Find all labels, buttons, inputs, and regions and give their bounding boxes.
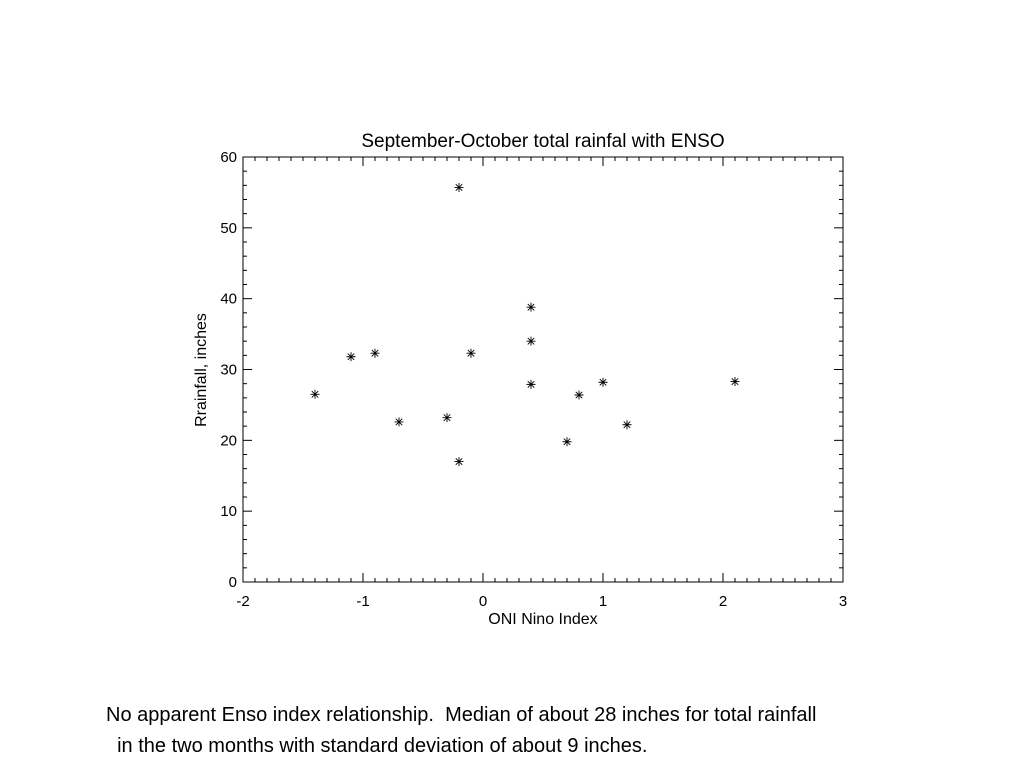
data-point <box>622 420 632 430</box>
x-axis-label: ONI Nino Index <box>488 611 597 628</box>
x-tick-label: 3 <box>839 593 847 610</box>
asterisk-marker <box>466 348 476 358</box>
y-tick-label: 0 <box>229 574 237 591</box>
data-point <box>574 390 584 400</box>
asterisk-marker <box>394 417 404 427</box>
asterisk-marker <box>730 377 740 387</box>
y-tick-label: 20 <box>220 432 237 449</box>
x-tick-label: 1 <box>599 593 607 610</box>
data-point <box>394 417 404 427</box>
caption: No apparent Enso index relationship. Med… <box>106 700 986 762</box>
data-point <box>526 336 536 346</box>
scatter-chart: September-October total rainfal with ENS… <box>193 131 847 628</box>
data-point <box>370 348 380 358</box>
x-tick-label: -1 <box>356 593 369 610</box>
caption-line-1: No apparent Enso index relationship. Med… <box>106 704 817 726</box>
asterisk-marker <box>526 336 536 346</box>
y-tick-label: 10 <box>220 503 237 520</box>
chart-title: September-October total rainfal with ENS… <box>361 131 724 152</box>
y-axis-label: Rrainfall, inches <box>193 313 210 427</box>
asterisk-marker <box>310 389 320 399</box>
asterisk-marker <box>526 379 536 389</box>
data-point <box>730 377 740 387</box>
asterisk-marker <box>526 302 536 312</box>
x-tick-label: -2 <box>236 593 249 610</box>
asterisk-marker <box>622 420 632 430</box>
asterisk-marker <box>598 377 608 387</box>
data-point <box>526 379 536 389</box>
y-tick-label: 30 <box>220 362 237 379</box>
data-point <box>454 182 464 192</box>
y-tick-label: 40 <box>220 291 237 308</box>
data-points <box>310 182 740 467</box>
data-point <box>346 352 356 362</box>
data-point <box>442 413 452 423</box>
asterisk-marker <box>370 348 380 358</box>
asterisk-marker <box>562 437 572 447</box>
y-tick-label: 50 <box>220 220 237 237</box>
plot-frame <box>242 156 844 583</box>
asterisk-marker <box>454 182 464 192</box>
y-tick-label: 60 <box>220 149 237 166</box>
data-point <box>562 437 572 447</box>
asterisk-marker <box>442 413 452 423</box>
data-point <box>466 348 476 358</box>
caption-line-2: in the two months with standard deviatio… <box>106 735 648 757</box>
data-point <box>310 389 320 399</box>
data-point <box>454 457 464 467</box>
data-point <box>526 302 536 312</box>
asterisk-marker <box>346 352 356 362</box>
x-tick-label: 2 <box>719 593 727 610</box>
x-tick-label: 0 <box>479 593 487 610</box>
asterisk-marker <box>574 390 584 400</box>
data-point <box>598 377 608 387</box>
asterisk-marker <box>454 457 464 467</box>
